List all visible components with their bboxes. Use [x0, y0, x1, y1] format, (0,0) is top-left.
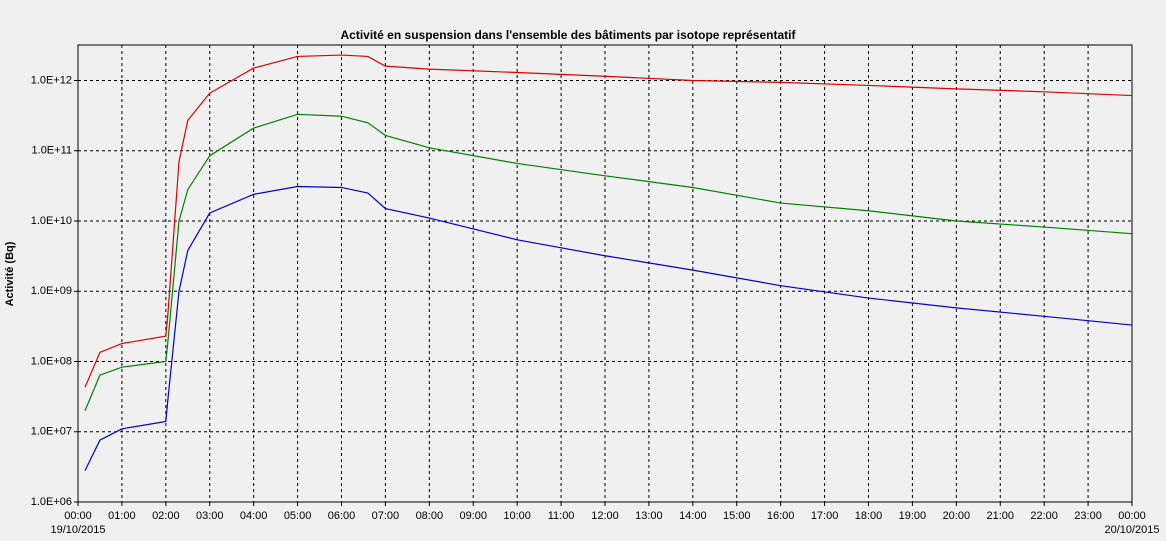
y-tick-label: 1.0E+11: [32, 145, 72, 157]
series-line: [84, 113, 1133, 411]
x-tick-label: 01:00: [108, 510, 136, 522]
x-tick-label: 12:00: [591, 510, 619, 522]
x-tick-label: 04:00: [240, 510, 268, 522]
x-tick-label: 22:00: [1030, 510, 1058, 522]
x-tick-label: 05:00: [284, 510, 312, 522]
y-tick-label: 1.0E+07: [31, 426, 72, 438]
x-tick-label: 09:00: [459, 510, 487, 522]
x-tick-label: 11:00: [548, 510, 575, 522]
y-tick-label: 1.0E+09: [31, 285, 72, 297]
x-date-label: 20/10/2015: [1104, 524, 1159, 536]
y-tick-label: 1.0E+08: [31, 355, 72, 367]
x-tick-label: 23:00: [1074, 510, 1102, 522]
series-line: [84, 54, 1133, 388]
x-tick-label: 14:00: [679, 510, 707, 522]
x-tick-label: 13:00: [635, 510, 663, 522]
y-axis-label: Activité (Bq): [4, 241, 16, 306]
y-tick-label: 1.0E+10: [31, 215, 72, 227]
y-tick-label: 1.0E+12: [31, 74, 72, 86]
x-tick-label: 00:00: [64, 510, 92, 522]
y-tick-label: 1.0E+06: [31, 496, 72, 508]
x-tick-label: 16:00: [767, 510, 795, 522]
x-tick-label: 07:00: [372, 510, 400, 522]
x-tick-label: 10:00: [503, 510, 531, 522]
x-tick-label: 17:00: [811, 510, 839, 522]
series-line: [84, 185, 1133, 471]
x-tick-label: 03:00: [196, 510, 224, 522]
x-tick-label: 21:00: [986, 510, 1014, 522]
chart-title: Activité en suspension dans l'ensemble d…: [341, 28, 797, 42]
x-date-label: 19/10/2015: [50, 524, 105, 536]
x-tick-label: 18:00: [855, 510, 883, 522]
x-tick-label: 19:00: [899, 510, 927, 522]
x-tick-label: 06:00: [328, 510, 356, 522]
x-tick-label: 15:00: [723, 510, 751, 522]
x-tick-label: 02:00: [152, 510, 180, 522]
x-tick-label: 08:00: [416, 510, 444, 522]
x-tick-label: 20:00: [943, 510, 971, 522]
x-tick-label: 00:00: [1118, 510, 1146, 522]
